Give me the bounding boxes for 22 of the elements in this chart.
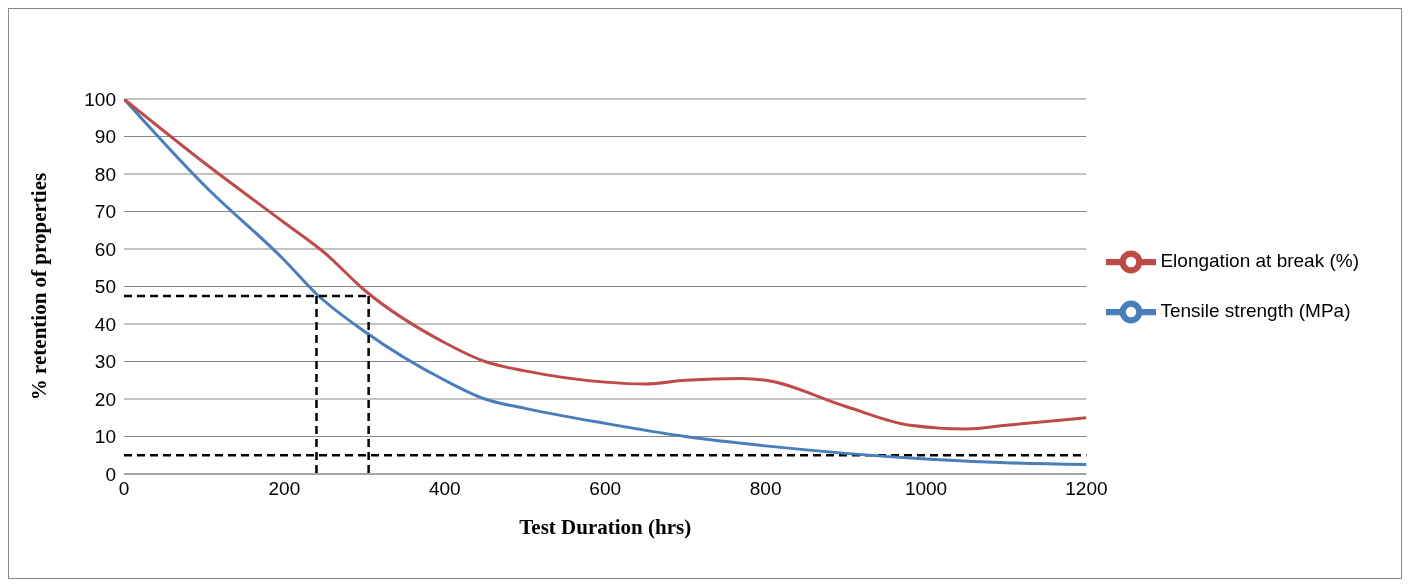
y-tick-label: 30 [94, 351, 116, 373]
y-tick-label: 80 [94, 163, 116, 185]
y-tick-label: 60 [94, 238, 116, 260]
y-tick-label: 100 [84, 88, 116, 110]
x-tick-label: 200 [268, 478, 301, 500]
x-tick-label: 600 [589, 478, 622, 500]
y-tick-label: 70 [94, 201, 116, 223]
y-tick-label: 50 [94, 276, 116, 298]
legend-label: Elongation at break (%) [1160, 249, 1359, 271]
x-tick-label: 800 [749, 478, 782, 500]
x-axis-title: Test Duration (hrs) [519, 515, 692, 539]
y-tick-label: 90 [94, 126, 116, 148]
y-tick-label: 20 [94, 388, 116, 410]
y-tick-label: 10 [94, 426, 116, 448]
x-tick-label: 1000 [904, 478, 948, 500]
x-tick-label: 1200 [1065, 478, 1108, 500]
y-tick-label: 40 [94, 313, 116, 335]
y-tick-label: 0 [105, 463, 116, 485]
x-tick-label: 0 [118, 478, 130, 500]
x-tick-label: 400 [428, 478, 461, 500]
y-axis-title: % retention of properties [27, 172, 52, 401]
legend-label: Tensile strength (MPa) [1160, 299, 1351, 321]
